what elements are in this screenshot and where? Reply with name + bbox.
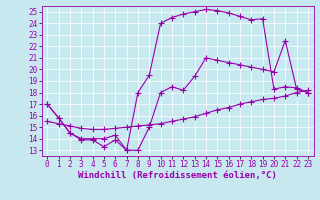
- X-axis label: Windchill (Refroidissement éolien,°C): Windchill (Refroidissement éolien,°C): [78, 171, 277, 180]
